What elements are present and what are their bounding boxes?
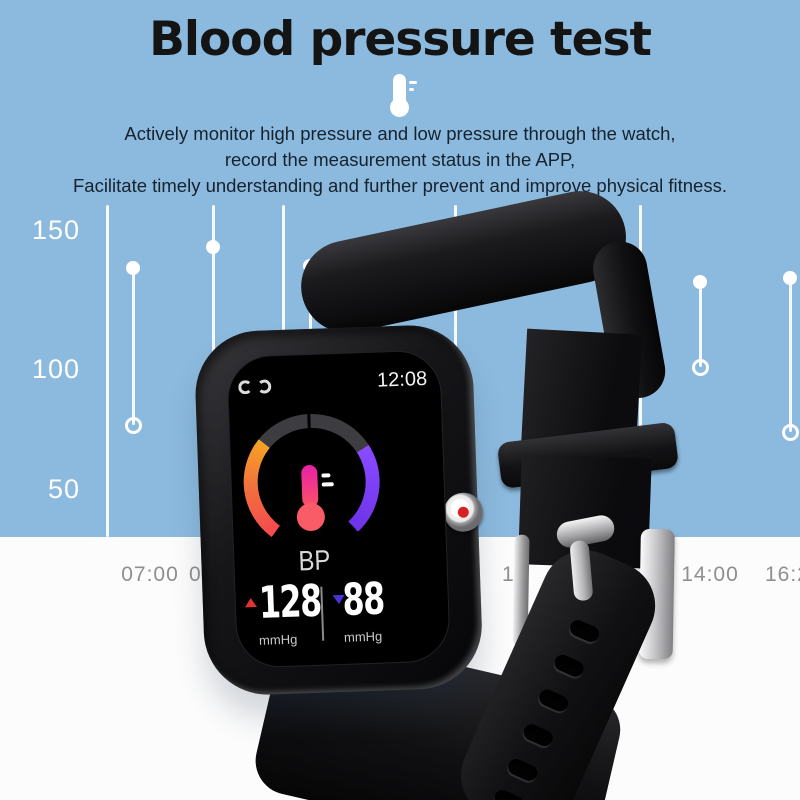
chart-stem-circle [124, 416, 142, 434]
chart-stem-line [105, 205, 109, 537]
y-axis-label: 50 [47, 474, 80, 504]
diastolic-value: 88 [341, 573, 385, 626]
description-line-3: Facilitate timely understanding and furt… [72, 175, 727, 196]
strap-hole [491, 787, 526, 800]
chart-stem-circle [781, 423, 799, 441]
chart-stem-line [131, 268, 135, 425]
thermometer-tick [409, 81, 417, 84]
gauge-thermometer-tick [321, 473, 331, 478]
gauge-thermometer-icon [301, 464, 319, 508]
thermometer-tick [409, 88, 414, 91]
strap-hole [567, 617, 602, 645]
chart-stem-line [788, 278, 792, 432]
chart-stem-dot [783, 271, 797, 285]
systolic-up-arrow-icon [244, 597, 257, 608]
thermometer-bulb [390, 98, 409, 117]
strap-hole [552, 652, 587, 680]
description-line-1: Actively monitor high pressure and low p… [124, 123, 676, 144]
watch-screen: 12:08 BP 128 88 mmHg mmHg [226, 349, 451, 669]
readings-divider [320, 586, 325, 641]
link-disconnected-icon [238, 378, 277, 395]
link-arc-right [257, 379, 272, 394]
link-arc-left [238, 379, 253, 395]
description: Actively monitor high pressure and low p… [0, 121, 800, 199]
chart-stem-dot [693, 275, 707, 289]
thermometer-icon [384, 72, 418, 120]
description-line-2: record the measurement status in the APP… [224, 149, 576, 170]
chart-stem-dot [126, 261, 140, 275]
systolic-unit: mmHg [258, 631, 298, 648]
strap-hole [505, 756, 540, 784]
strap-hole [536, 687, 571, 714]
watch-strap-tail [446, 536, 670, 800]
strap-hole [521, 721, 556, 749]
diastolic-unit: mmHg [343, 628, 383, 645]
crown-red-dot [457, 506, 469, 518]
page-title: Blood pressure test [149, 12, 652, 67]
x-axis-label: 1 [502, 563, 515, 586]
watch-time: 12:08 [376, 367, 428, 392]
x-axis-label: 0 [189, 563, 202, 586]
gauge-thermometer-tick [321, 482, 334, 487]
x-axis-label: 16:2 [765, 563, 800, 586]
gauge-top-notch [307, 410, 311, 430]
x-axis-label: 14:00 [681, 563, 739, 586]
x-axis-label: 07:00 [121, 563, 179, 586]
systolic-value: 128 [258, 575, 322, 629]
y-axis-label: 150 [31, 215, 80, 245]
y-axis-label: 100 [31, 354, 80, 384]
chart-stem-dot [206, 240, 220, 254]
chart-stem-line [698, 282, 702, 367]
chart-stem-circle [691, 358, 709, 376]
watch-strap-top [292, 182, 635, 342]
